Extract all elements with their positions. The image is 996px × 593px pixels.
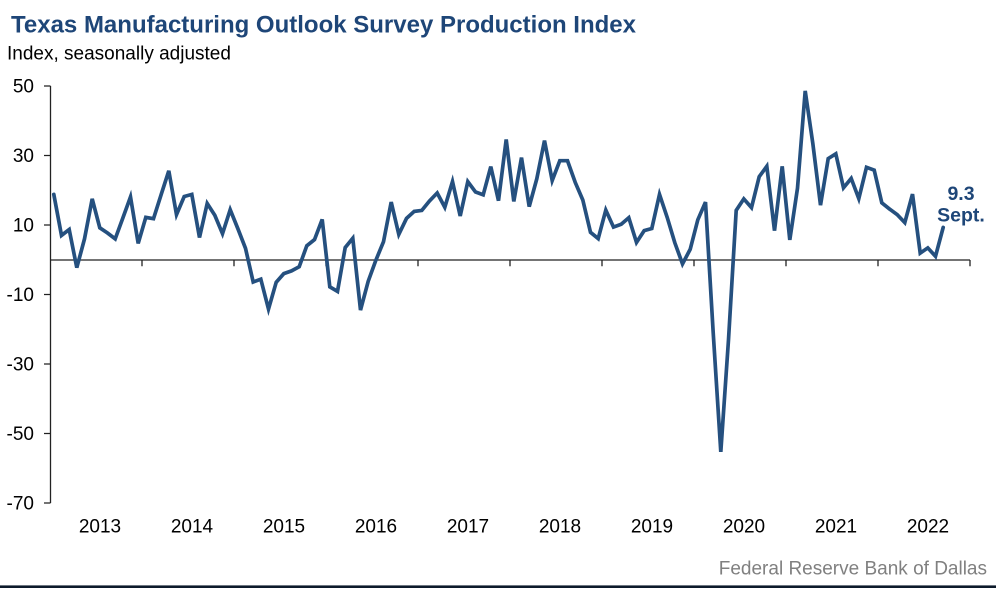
svg-text:30: 30 xyxy=(13,146,34,167)
svg-text:2019: 2019 xyxy=(631,517,673,538)
svg-text:-10: -10 xyxy=(7,285,34,306)
svg-text:2021: 2021 xyxy=(815,517,857,538)
svg-text:Texas Manufacturing Outlook Su: Texas Manufacturing Outlook Survey Produ… xyxy=(11,12,637,39)
svg-text:2022: 2022 xyxy=(907,517,949,538)
svg-text:-70: -70 xyxy=(7,494,34,515)
svg-text:Sept.: Sept. xyxy=(937,205,985,227)
svg-text:Index, seasonally adjusted: Index, seasonally adjusted xyxy=(7,44,231,65)
svg-text:Federal Reserve Bank of Dallas: Federal Reserve Bank of Dallas xyxy=(719,559,987,580)
svg-text:2020: 2020 xyxy=(723,517,765,538)
svg-text:2013: 2013 xyxy=(79,517,121,538)
svg-text:2014: 2014 xyxy=(171,517,214,538)
svg-text:50: 50 xyxy=(13,77,34,98)
svg-text:9.3: 9.3 xyxy=(947,183,974,205)
svg-text:2017: 2017 xyxy=(447,517,489,538)
svg-text:2018: 2018 xyxy=(539,517,581,538)
svg-text:10: 10 xyxy=(13,216,34,237)
svg-text:2016: 2016 xyxy=(355,517,397,538)
svg-text:2015: 2015 xyxy=(263,517,305,538)
svg-text:-50: -50 xyxy=(7,424,34,445)
svg-text:-30: -30 xyxy=(7,355,34,376)
